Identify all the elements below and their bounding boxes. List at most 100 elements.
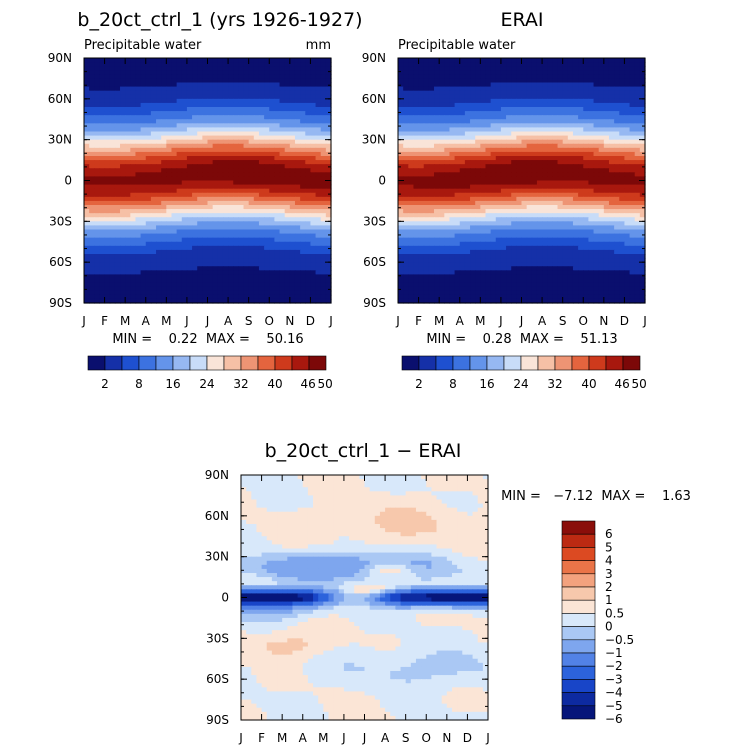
heatmap-cell [207, 131, 214, 137]
heatmap-cell [614, 66, 620, 71]
heatmap-cell [233, 258, 239, 263]
heatmap-cell [449, 233, 456, 239]
heatmap-cell [578, 200, 584, 206]
heatmap-cell [279, 127, 286, 133]
heatmap-cell [428, 135, 435, 141]
heatmap-cell [264, 298, 270, 304]
heatmap-cell [109, 221, 116, 227]
heatmap-cell [284, 217, 291, 222]
heatmap-cell [192, 266, 198, 271]
heatmap-cell [212, 241, 219, 247]
heatmap-cell [104, 294, 111, 300]
heatmap-cell [104, 245, 111, 251]
heatmap-cell [171, 168, 178, 173]
heatmap-cell [639, 127, 646, 133]
heatmap-cell [639, 196, 646, 202]
heatmap-cell [181, 172, 188, 178]
heatmap-cell [536, 127, 543, 133]
heatmap-cell [94, 274, 101, 280]
heatmap-cell [629, 119, 636, 124]
heatmap-cell [89, 209, 95, 214]
heatmap-cell [274, 127, 281, 133]
heatmap-cell [583, 168, 589, 173]
heatmap-cell [166, 156, 173, 161]
heatmap-cell [464, 102, 471, 108]
heatmap-cell [439, 180, 445, 186]
heatmap-cell [572, 62, 579, 67]
heatmap-cell [300, 217, 306, 222]
heatmap-cell [135, 205, 142, 210]
heatmap-cell [552, 98, 559, 104]
heatmap-cell [104, 221, 111, 227]
heatmap-cell [305, 111, 312, 116]
heatmap-cell [578, 225, 584, 231]
heatmap-cell [619, 98, 626, 104]
heatmap-cell [284, 188, 291, 194]
heatmap-cell [320, 282, 327, 288]
heatmap-cell [598, 172, 605, 178]
heatmap-cell [114, 164, 121, 169]
heatmap-cell [238, 262, 245, 267]
heatmap-cell [310, 143, 317, 149]
heatmap-cell [217, 184, 224, 190]
heatmap-cell [413, 229, 420, 235]
heatmap-cell [315, 131, 322, 137]
heatmap-cell [109, 168, 116, 173]
heatmap-cell [315, 200, 322, 206]
heatmap-cell [284, 94, 291, 100]
heatmap-cell [315, 229, 322, 235]
heatmap-cell [217, 82, 224, 88]
heatmap-cell [109, 294, 116, 300]
heatmap-cell [207, 258, 214, 263]
heatmap-cell [140, 70, 147, 75]
heatmap-cell [480, 58, 487, 63]
heatmap-cell [233, 98, 239, 104]
heatmap-cell [109, 237, 116, 243]
heatmap-cell [536, 119, 543, 124]
heatmap-cell [274, 266, 281, 271]
heatmap-cell [320, 98, 327, 104]
heatmap-cell [269, 196, 275, 202]
heatmap-cell [459, 98, 466, 104]
heatmap-cell [150, 270, 157, 276]
heatmap-cell [459, 119, 466, 124]
heatmap-cell [217, 209, 224, 214]
heatmap-cell [120, 111, 126, 116]
heatmap-cell [125, 139, 131, 145]
heatmap-cell [434, 135, 440, 141]
heatmap-cell [130, 258, 137, 263]
heatmap-cell [305, 225, 312, 231]
heatmap-cell [408, 151, 415, 157]
heatmap-cell [253, 172, 260, 178]
heatmap-cell [444, 90, 451, 96]
heatmap-cell [192, 258, 198, 263]
heatmap-cell [408, 168, 415, 173]
heatmap-cell [120, 274, 126, 280]
heatmap-cell [583, 98, 589, 104]
heatmap-cell [593, 192, 600, 198]
heatmap-cell [150, 70, 157, 75]
heatmap-cell [439, 111, 445, 116]
heatmap-cell [475, 115, 481, 120]
heatmap-cell [150, 278, 157, 284]
heatmap-cell [150, 205, 157, 210]
heatmap-cell [181, 94, 188, 100]
heatmap-cell [238, 172, 245, 178]
heatmap-cell [470, 127, 476, 133]
heatmap-cell [603, 62, 610, 67]
heatmap-cell [104, 184, 111, 190]
heatmap-cell [258, 217, 265, 222]
heatmap-cell [197, 90, 203, 96]
heatmap-cell [320, 107, 327, 112]
heatmap-cell [521, 172, 528, 178]
heatmap-cell [639, 131, 646, 137]
heatmap-cell [212, 143, 219, 149]
heatmap-cell [506, 135, 512, 141]
heatmap-cell [289, 225, 296, 231]
heatmap-cell [634, 111, 641, 116]
heatmap-cell [459, 205, 466, 210]
heatmap-cell [325, 258, 332, 263]
heatmap-cell [310, 233, 317, 239]
heatmap-cell [511, 123, 517, 129]
heatmap-cell [197, 229, 203, 235]
